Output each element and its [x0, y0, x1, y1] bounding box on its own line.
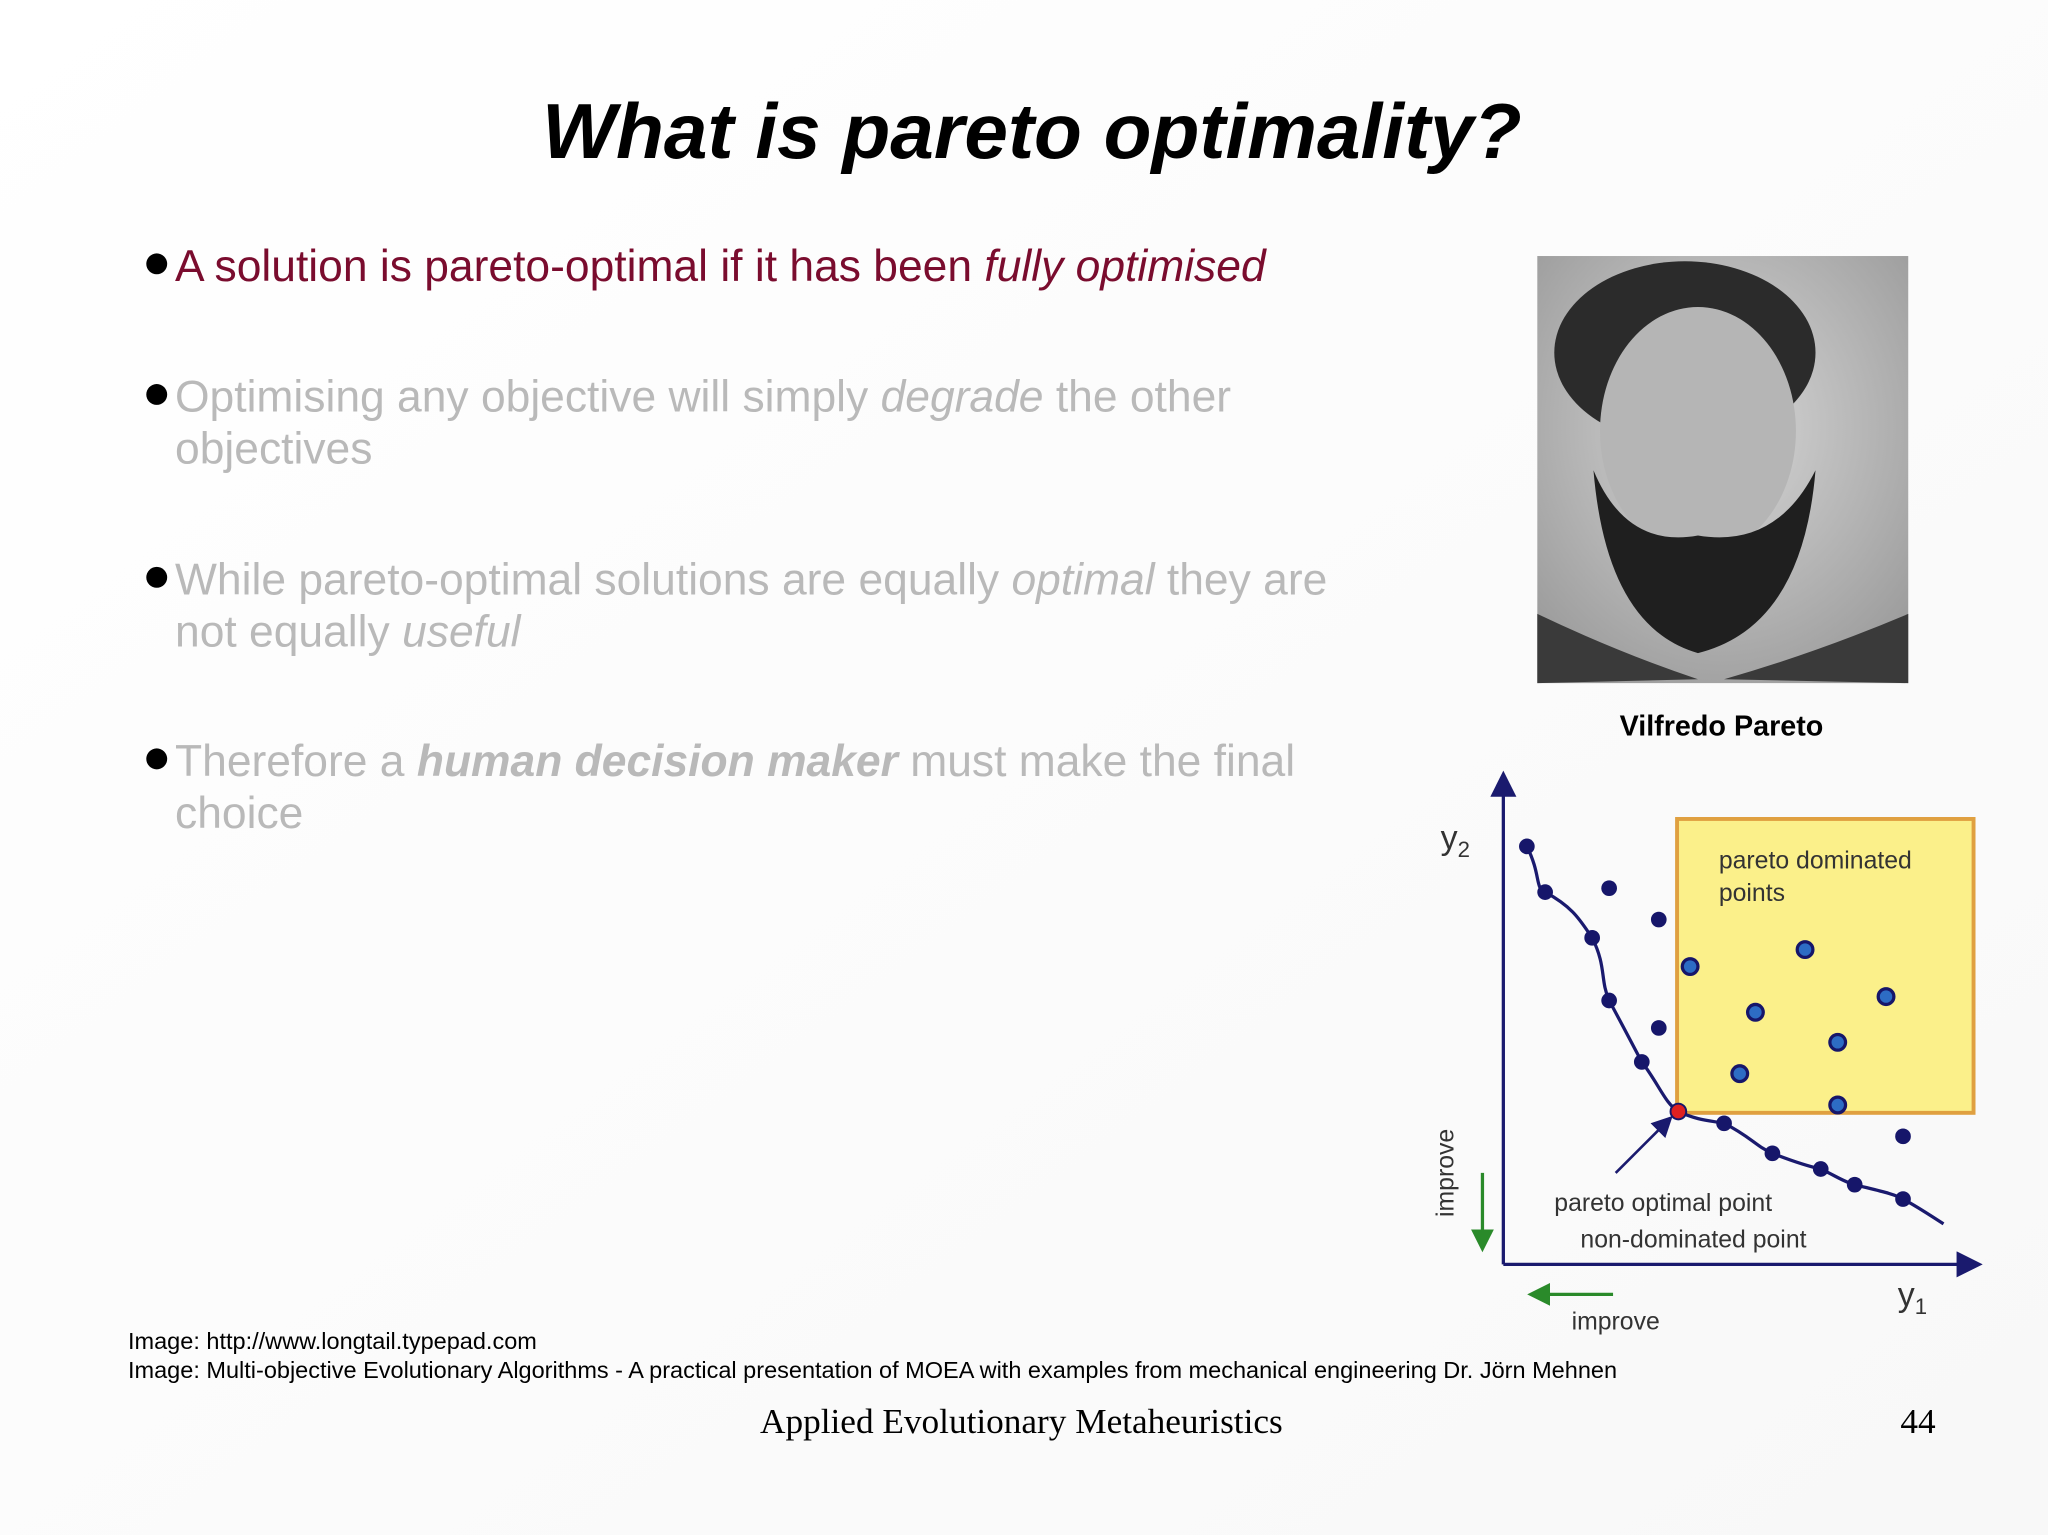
bullet-text: choice — [175, 789, 303, 838]
image-credit: Image: Multi-objective Evolutionary Algo… — [128, 1357, 1617, 1383]
bullet-dot — [146, 566, 168, 588]
axis-label-sub: 2 — [1458, 837, 1470, 862]
text-run: objectives — [175, 425, 372, 474]
portrait-caption: Vilfredo Pareto — [1620, 710, 1824, 742]
text-run: choice — [175, 789, 303, 838]
text-run: fully optimised — [984, 242, 1267, 291]
bullet-text: While pareto-optimal solutions are equal… — [175, 555, 1327, 604]
slide-title: What is pareto optimality? — [542, 87, 1522, 175]
bullet-dot — [146, 384, 168, 405]
footer-course: Applied Evolutionary Metaheuristics — [760, 1402, 1283, 1441]
text-run: Optimising any objective will simply — [175, 372, 881, 421]
text-run: they are — [1155, 555, 1328, 604]
text-run: must make the final — [898, 737, 1295, 786]
optimal-label: pareto optimal point — [1554, 1190, 1772, 1217]
pareto-diagram — [1471, 770, 1983, 1306]
image-credit: Image: http://www.longtail.typepad.com — [128, 1328, 537, 1354]
text-run: Therefore a — [175, 737, 417, 786]
axis-label: y2 — [1441, 819, 1470, 862]
text-run: not equally — [175, 608, 402, 657]
bullet-text: Optimising any objective will simply deg… — [175, 372, 1231, 421]
bullet-text: A solution is pareto-optimal if it has b… — [175, 242, 1267, 291]
text-run: While pareto-optimal solutions are equal… — [175, 555, 1011, 604]
improve-label: improve — [1572, 1309, 1660, 1336]
portrait — [1537, 256, 1909, 684]
dominated-label: points — [1719, 880, 1785, 907]
axis-label: y1 — [1898, 1276, 1927, 1319]
text-run: human decision maker — [417, 737, 901, 786]
text-run: A solution is pareto-optimal if it has b… — [175, 242, 984, 291]
text-run: degrade — [881, 372, 1044, 421]
bullet-text: objectives — [175, 425, 372, 474]
text-run: optimal — [1011, 555, 1155, 604]
axis-label-base: y — [1441, 819, 1458, 857]
axis-label-base: y — [1898, 1276, 1915, 1314]
optimal-label: non-dominated point — [1580, 1226, 1806, 1253]
bullet-dot — [146, 253, 168, 275]
bullet-text: Therefore a human decision maker must ma… — [175, 737, 1295, 786]
axis-label-sub: 1 — [1915, 1294, 1927, 1319]
dominated-label: pareto dominated — [1719, 848, 1912, 875]
improve-label: improve — [1433, 1129, 1460, 1217]
page-number: 44 — [1900, 1402, 1936, 1441]
text-run: useful — [402, 608, 522, 657]
text-run: the other — [1043, 372, 1231, 421]
bullet-dot — [146, 748, 168, 770]
bullet-text: not equally useful — [175, 608, 522, 657]
